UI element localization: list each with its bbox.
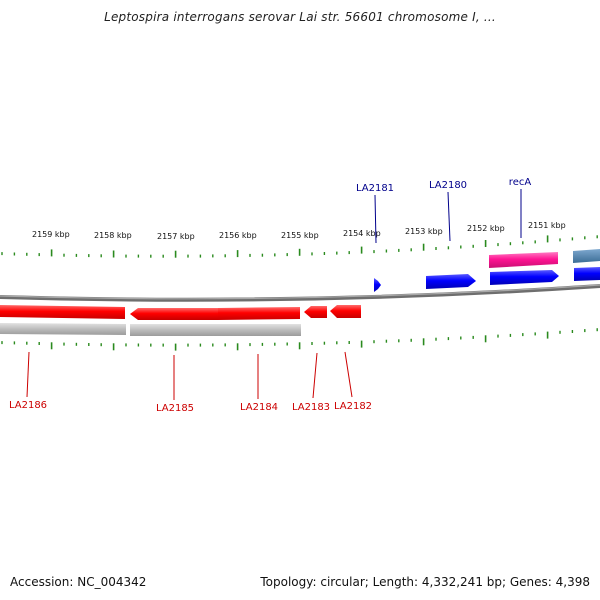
scale-label: 2157 kbp (157, 232, 195, 241)
leader-LA2186 (26, 351, 30, 398)
scale-label: 2152 kbp (467, 224, 505, 233)
scale-label: 2155 kbp (281, 231, 319, 240)
scale-label: 2156 kbp (219, 231, 257, 240)
gene-LA2182[interactable] (330, 305, 361, 318)
label-LA2184: LA2184 (240, 402, 278, 413)
map-title: Leptospira interrogans serovar Lai str. … (104, 10, 496, 24)
leader-LA2181 (374, 194, 377, 244)
gene-LA2186[interactable] (0, 305, 125, 319)
scale-label: 2158 kbp (94, 231, 132, 240)
genome-backbone (0, 284, 600, 302)
gene-LA2181[interactable] (374, 278, 381, 292)
reverse-gene-shadows (0, 323, 301, 336)
gene-recA[interactable] (489, 252, 558, 268)
gene-LA2184[interactable] (218, 307, 300, 320)
gene-forward-blue[interactable] (490, 270, 559, 285)
forward-leader-lines (374, 189, 522, 244)
leader-LA2180 (447, 191, 451, 242)
label-recA: recA (509, 177, 532, 188)
reverse-genes (0, 305, 361, 320)
label-LA2183: LA2183 (292, 402, 330, 413)
accession-text: Accession: NC_004342 (10, 575, 147, 589)
gene-LA2183[interactable] (304, 306, 327, 318)
reverse-leader-lines (26, 351, 353, 400)
forward-scale-ticks (1, 235, 598, 258)
reverse-scale-ticks (1, 328, 598, 351)
scale-label: 2151 kbp (528, 221, 566, 230)
gene-LA2180[interactable] (426, 274, 476, 289)
label-LA2186: LA2186 (9, 400, 47, 411)
label-LA2185: LA2185 (156, 403, 194, 414)
leader-LA2183 (312, 352, 318, 399)
gene-LA2185[interactable] (130, 308, 218, 320)
forward-genes (374, 249, 600, 292)
genome-stats-text: Topology: circular; Length: 4,332,241 bp… (260, 575, 590, 589)
leader-LA2182 (344, 351, 353, 398)
label-LA2180: LA2180 (429, 180, 467, 191)
scale-label: 2153 kbp (405, 227, 443, 236)
scale-label: 2154 kbp (343, 229, 381, 238)
gene-forward-blue-edge[interactable] (574, 267, 600, 281)
gene-steelblue[interactable] (573, 249, 600, 263)
scale-label: 2159 kbp (32, 230, 70, 239)
label-LA2182: LA2182 (334, 401, 372, 412)
label-LA2181: LA2181 (356, 183, 394, 194)
genome-backbone-highlight (0, 284, 600, 300)
